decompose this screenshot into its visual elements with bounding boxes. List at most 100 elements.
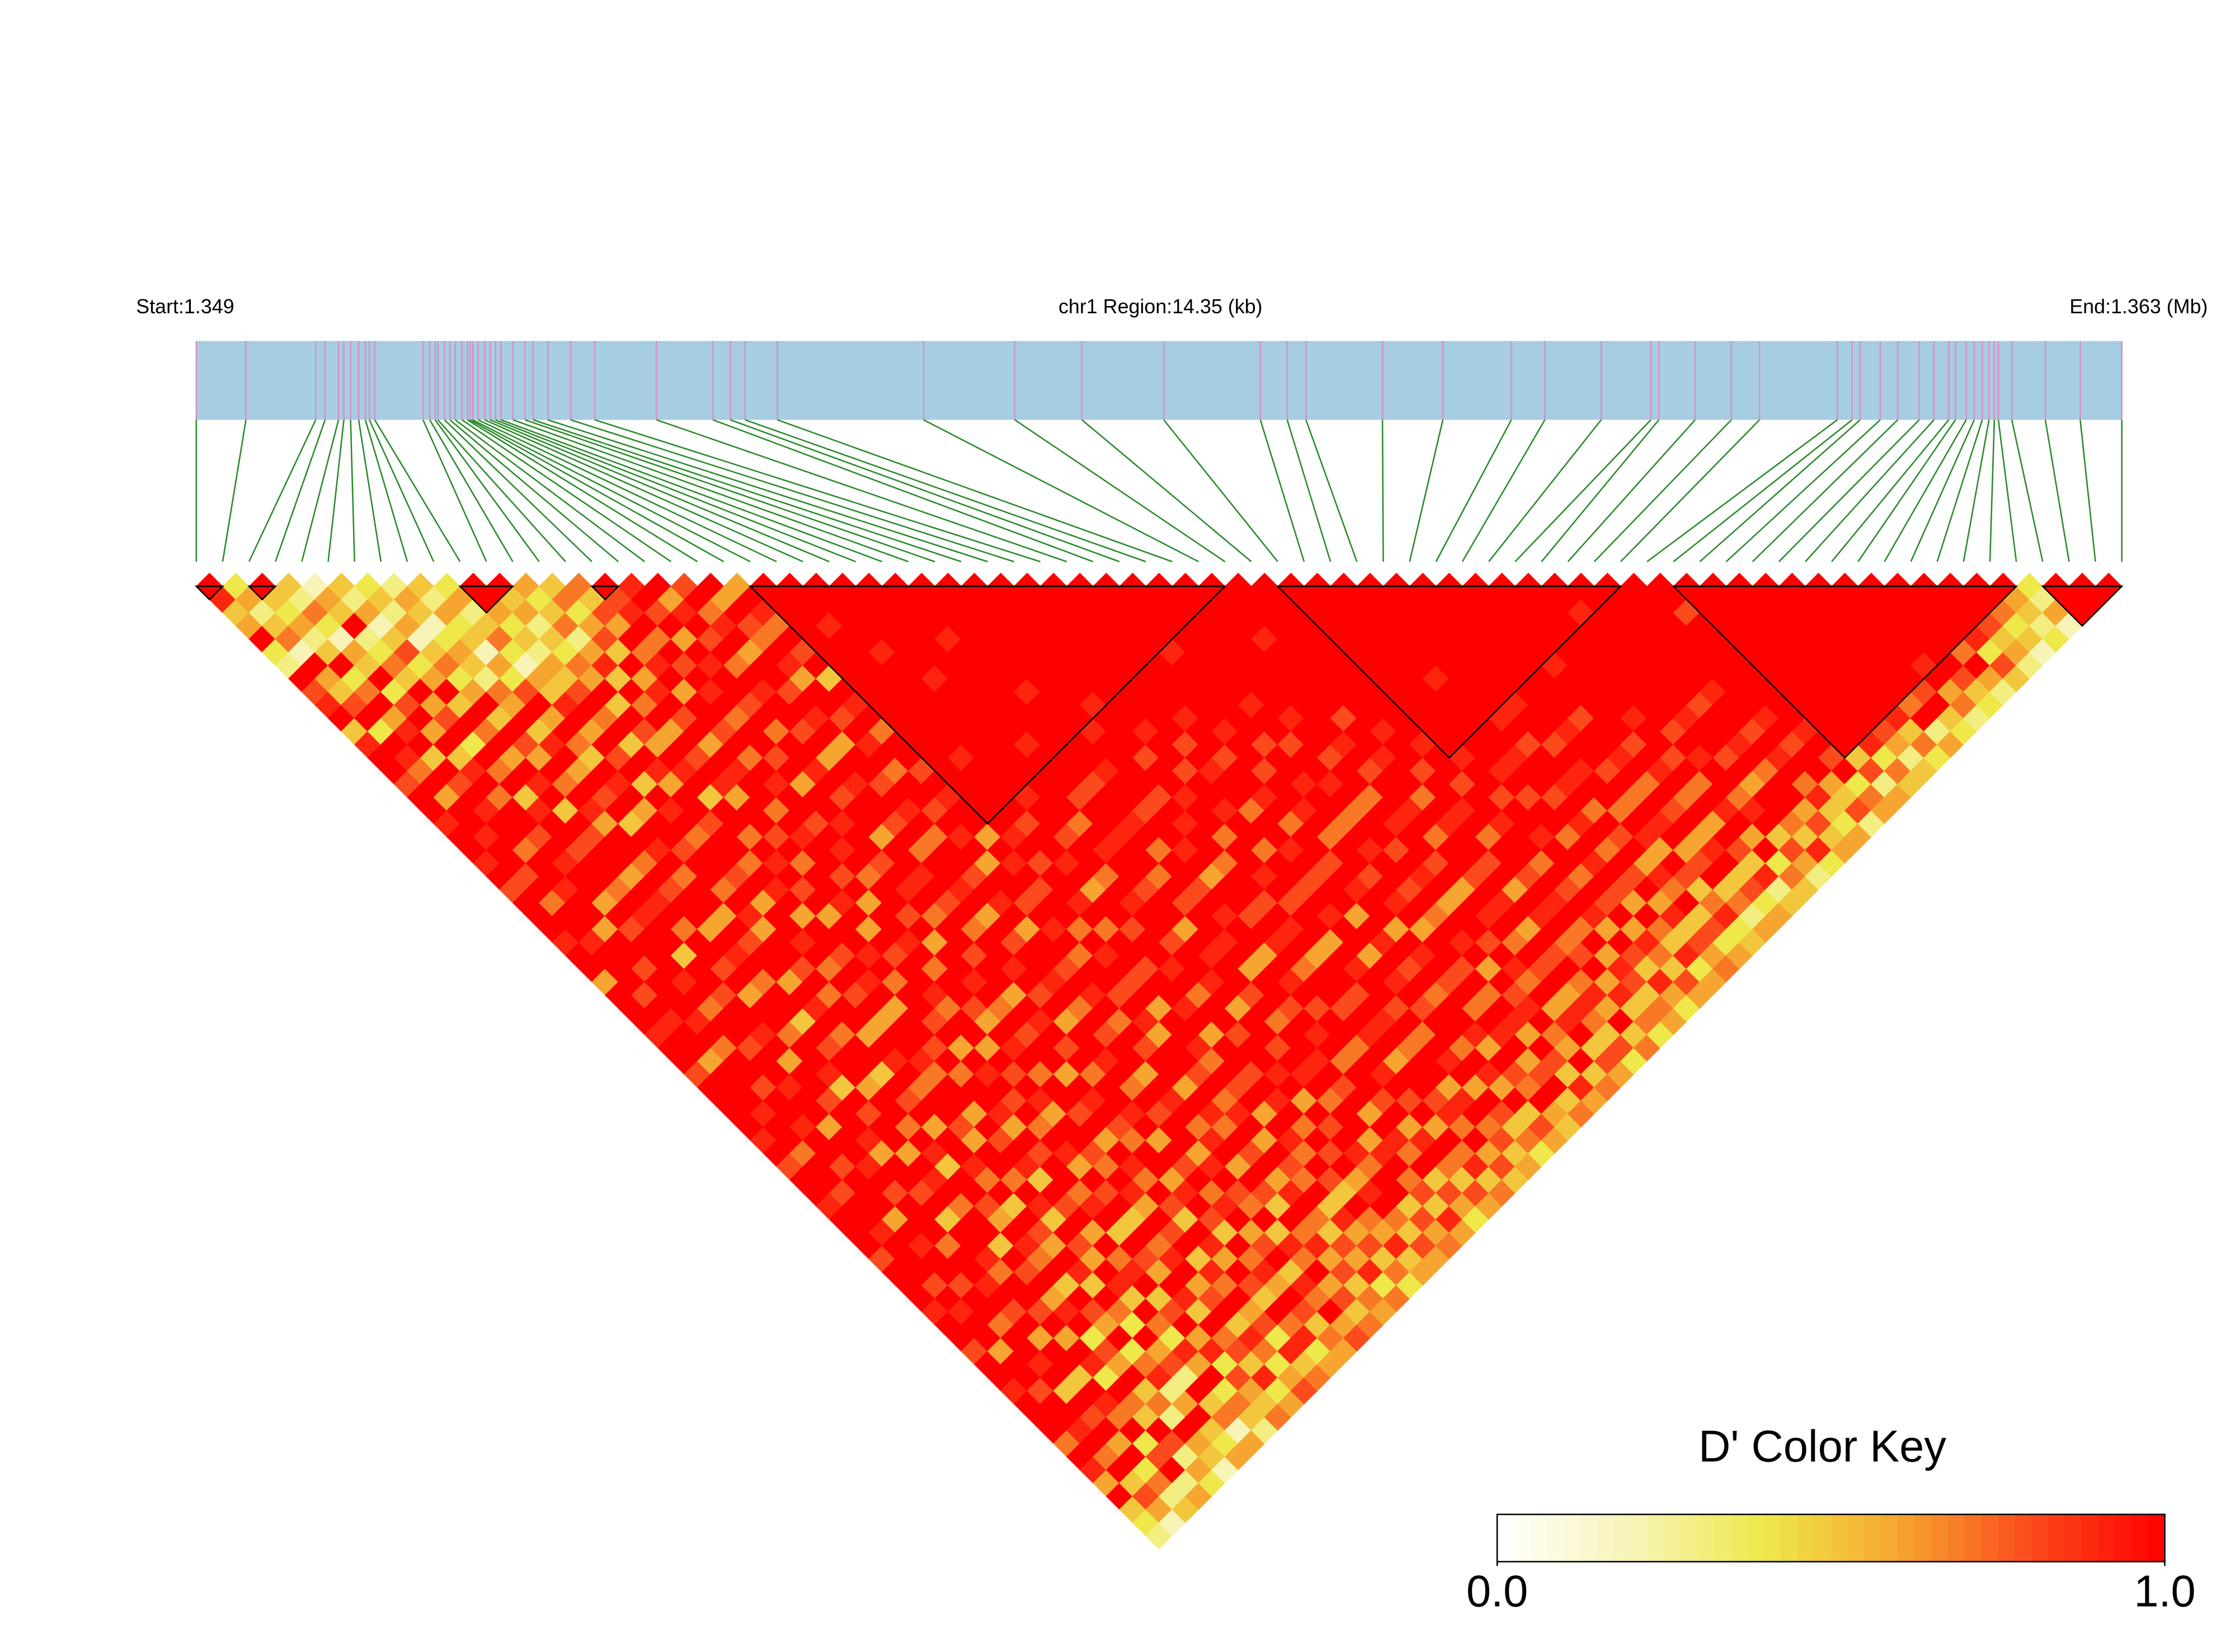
color-key-step (1497, 1514, 1514, 1562)
color-key-tick-label: 0.0 (1466, 1566, 1528, 1616)
color-key-step (1998, 1514, 2015, 1562)
snp-connector (1620, 419, 1761, 562)
snp-connector (437, 419, 566, 562)
color-key-step (1864, 1514, 1882, 1562)
snp-connector (327, 420, 345, 562)
snp-connector (467, 419, 698, 563)
color-key-step (1697, 1514, 1715, 1562)
snp-connector (495, 419, 857, 563)
snp-connector (1163, 419, 1278, 562)
snp-connector (434, 419, 540, 562)
color-key-step (2031, 1514, 2049, 1562)
snp-connector (369, 419, 435, 562)
color-key-step (1898, 1514, 1915, 1562)
color-key-step (1547, 1514, 1565, 1562)
color-key-step (1831, 1514, 1848, 1562)
color-key-step (1630, 1514, 1648, 1562)
snp-connector (1910, 419, 1975, 562)
snp-connector (484, 419, 803, 563)
region-bar (196, 341, 2122, 420)
color-key-step (1947, 1514, 1965, 1562)
haplotype-block (1276, 585, 1622, 759)
snp-connector (357, 420, 382, 562)
snp-connector (712, 419, 1094, 563)
snp-connector (533, 419, 962, 563)
snp-connector (1541, 419, 1660, 562)
color-key-step (1914, 1514, 1932, 1562)
color-key-step (1580, 1514, 1598, 1562)
snp-connector (364, 420, 408, 562)
snp-connector (422, 419, 487, 562)
color-key-step (1964, 1514, 1982, 1562)
snp-connector (1778, 419, 1920, 562)
snp-connector (1997, 420, 2017, 562)
snp-connector (547, 419, 988, 563)
end-label: End:1.363 (Mb) (2069, 295, 2208, 318)
snp-connector (1752, 419, 1899, 562)
color-key-step (2048, 1514, 2065, 1562)
snp-connector (1305, 420, 1358, 562)
snp-connector (2079, 420, 2096, 562)
snp-connector (472, 419, 751, 563)
snp-connector (454, 419, 646, 563)
snp-connector (1567, 419, 1696, 562)
snp-connector (275, 420, 326, 562)
color-key-step (1513, 1514, 1531, 1562)
snp-connector (1259, 420, 1305, 562)
color-key-frame (1496, 1513, 2166, 1562)
snp-connector (449, 419, 619, 562)
color-key-step (1747, 1514, 1765, 1562)
color-key-step (2064, 1514, 2082, 1562)
snp-connector (1884, 419, 1967, 562)
snp-connector (477, 419, 777, 563)
color-key-step (1530, 1514, 1548, 1562)
snp-connector (656, 419, 1067, 563)
color-key-step (1931, 1514, 1949, 1562)
haplotype-block (194, 585, 225, 601)
color-key-step (1981, 1514, 1998, 1562)
snp-connector (1286, 420, 1331, 562)
snp-connector (301, 420, 340, 562)
color-key-tick-label: 1.0 (2134, 1566, 2195, 1616)
snp-connector (1989, 420, 1996, 562)
color-key-step (1814, 1514, 1832, 1562)
haplotype-block (748, 585, 1227, 825)
snp-connector (1673, 419, 1853, 563)
snp-connector (1831, 419, 1950, 562)
color-key-step (2081, 1514, 2098, 1562)
region-label: chr1 Region:14.35 (kb) (1058, 295, 1263, 318)
snp-connector (1081, 419, 1252, 562)
snp-connector (469, 419, 724, 563)
snp-connector (1435, 419, 1512, 562)
snp-connector (1409, 420, 1444, 562)
snp-connector (1646, 419, 1838, 563)
snp-connector (1514, 419, 1651, 562)
snp-connector (1725, 419, 1881, 562)
snp-connector (745, 419, 1146, 563)
snp-connector (248, 419, 317, 562)
snp-connector (777, 419, 1173, 563)
snp-connector (525, 419, 935, 563)
haplotype-block (2041, 585, 2124, 627)
snp-connector (570, 419, 1014, 563)
color-key-step (1681, 1514, 1698, 1562)
color-key-step (1730, 1514, 1748, 1562)
snp-connector (350, 420, 356, 562)
snp-connector (923, 419, 1199, 563)
color-key-step (1798, 1514, 1815, 1562)
snp-connector (594, 419, 1041, 563)
snp-connector (1857, 419, 1956, 562)
snp-connector (2044, 420, 2070, 562)
color-key-step (1597, 1514, 1615, 1562)
color-key-step (1664, 1514, 1682, 1562)
color-key-step (2131, 1514, 2149, 1562)
snp-connector (490, 419, 830, 563)
color-key-step (2015, 1514, 2032, 1562)
color-key-title: D' Color Key (1698, 1422, 1946, 1471)
snp-connector (1593, 419, 1732, 562)
snp-connector (462, 419, 672, 563)
snp-connector (1963, 420, 1990, 562)
color-key-step (1881, 1514, 1898, 1562)
